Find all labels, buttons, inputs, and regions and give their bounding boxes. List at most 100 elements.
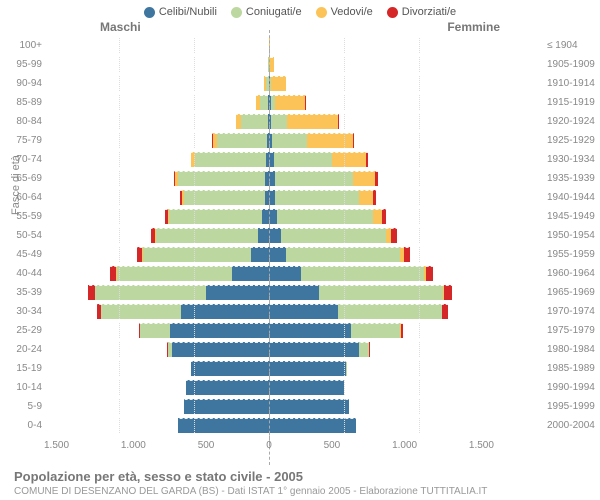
bar-segment [184,399,269,414]
x-tick: 0 [266,440,272,451]
age-row: 5-91995-1999 [44,397,600,416]
bar-segment [269,342,359,357]
age-label: 100+ [2,40,42,51]
male-bars [44,133,269,148]
female-bars [269,266,494,281]
bar-segment [277,209,373,224]
legend-swatch [387,7,398,18]
birth-label: 1995-1999 [547,401,600,412]
chart-title: Popolazione per età, sesso e stato civil… [14,469,600,484]
male-bars [44,76,269,91]
bar-segment [307,133,354,148]
age-row: 75-791925-1929 [44,131,600,150]
bar-segment [143,247,251,262]
bar-segment [232,266,269,281]
female-bars [269,95,494,110]
bar-segment [269,228,281,243]
x-tick: 1.500 [44,440,69,451]
female-bars [269,399,494,414]
male-bars [44,285,269,300]
female-bars [269,323,494,338]
bar-segment [269,247,286,262]
male-bars [44,380,269,395]
legend-item: Divorziati/e [387,6,456,18]
female-bars [269,228,494,243]
bar-segment [353,171,376,186]
birth-label: 1970-1974 [547,306,600,317]
age-label: 70-74 [2,154,42,165]
age-label: 5-9 [2,401,42,412]
bar-segment [359,190,373,205]
bar-segment [366,152,368,167]
age-row: 35-391965-1969 [44,283,600,302]
age-row: 30-341970-1974 [44,302,600,321]
male-bars [44,38,269,53]
age-label: 75-79 [2,135,42,146]
bar-segment [426,266,434,281]
age-label: 55-59 [2,211,42,222]
bar-segment [275,190,359,205]
bar-segment [272,133,307,148]
age-row: 45-491955-1959 [44,245,600,264]
bar-segment [373,209,381,224]
age-label: 45-49 [2,249,42,260]
male-bars [44,209,269,224]
bar-segment [258,228,269,243]
bar-segment [319,285,444,300]
legend-label: Coniugati/e [246,6,302,18]
female-bars [269,304,494,319]
age-label: 40-44 [2,268,42,279]
male-bars [44,399,269,414]
bar-segment [269,266,301,281]
birth-label: 1930-1934 [547,154,600,165]
male-bars [44,171,269,186]
age-label: 0-4 [2,420,42,431]
bar-segment [332,152,366,167]
age-label: 30-34 [2,306,42,317]
bar-segment [401,323,403,338]
birth-label: 1955-1959 [547,249,600,260]
bar-segment [375,171,378,186]
age-row: 85-891915-1919 [44,93,600,112]
legend-item: Celibi/Nubili [144,6,217,18]
age-row: 80-841920-1924 [44,112,600,131]
female-bars [269,114,494,129]
birth-label: 1905-1909 [547,59,600,70]
bar-segment [275,95,305,110]
bar-segment [274,152,333,167]
bar-segment [195,152,266,167]
age-row: 70-741930-1934 [44,150,600,169]
age-label: 35-39 [2,287,42,298]
female-bars [269,76,494,91]
bar-segment [287,114,338,129]
bar-segment [269,380,344,395]
age-row: 25-291975-1979 [44,321,600,340]
header-male: Maschi [100,20,141,34]
female-bars [269,171,494,186]
bar-segment [369,342,370,357]
age-label: 90-94 [2,78,42,89]
bar-segment [271,76,286,91]
bar-segment [271,114,287,129]
bar-segment [217,133,267,148]
bar-segment [269,399,349,414]
birth-label: ≤ 1904 [547,40,600,51]
birth-label: 1980-1984 [547,344,600,355]
male-bars [44,266,269,281]
bar-segment [95,285,206,300]
age-label: 80-84 [2,116,42,127]
bar-segment [178,171,265,186]
bar-segment [269,285,319,300]
population-pyramid-chart: Celibi/NubiliConiugati/eVedovi/eDivorzia… [0,0,600,500]
bar-segment [117,266,233,281]
birth-label: 1945-1949 [547,211,600,222]
birth-label: 1950-1954 [547,230,600,241]
birth-label: 1960-1964 [547,268,600,279]
bar-segment [269,304,338,319]
male-bars [44,57,269,72]
x-tick: 1.000 [392,440,417,451]
male-bars [44,323,269,338]
female-bars [269,209,494,224]
x-tick: 1.500 [469,440,494,451]
bar-segment [373,190,376,205]
